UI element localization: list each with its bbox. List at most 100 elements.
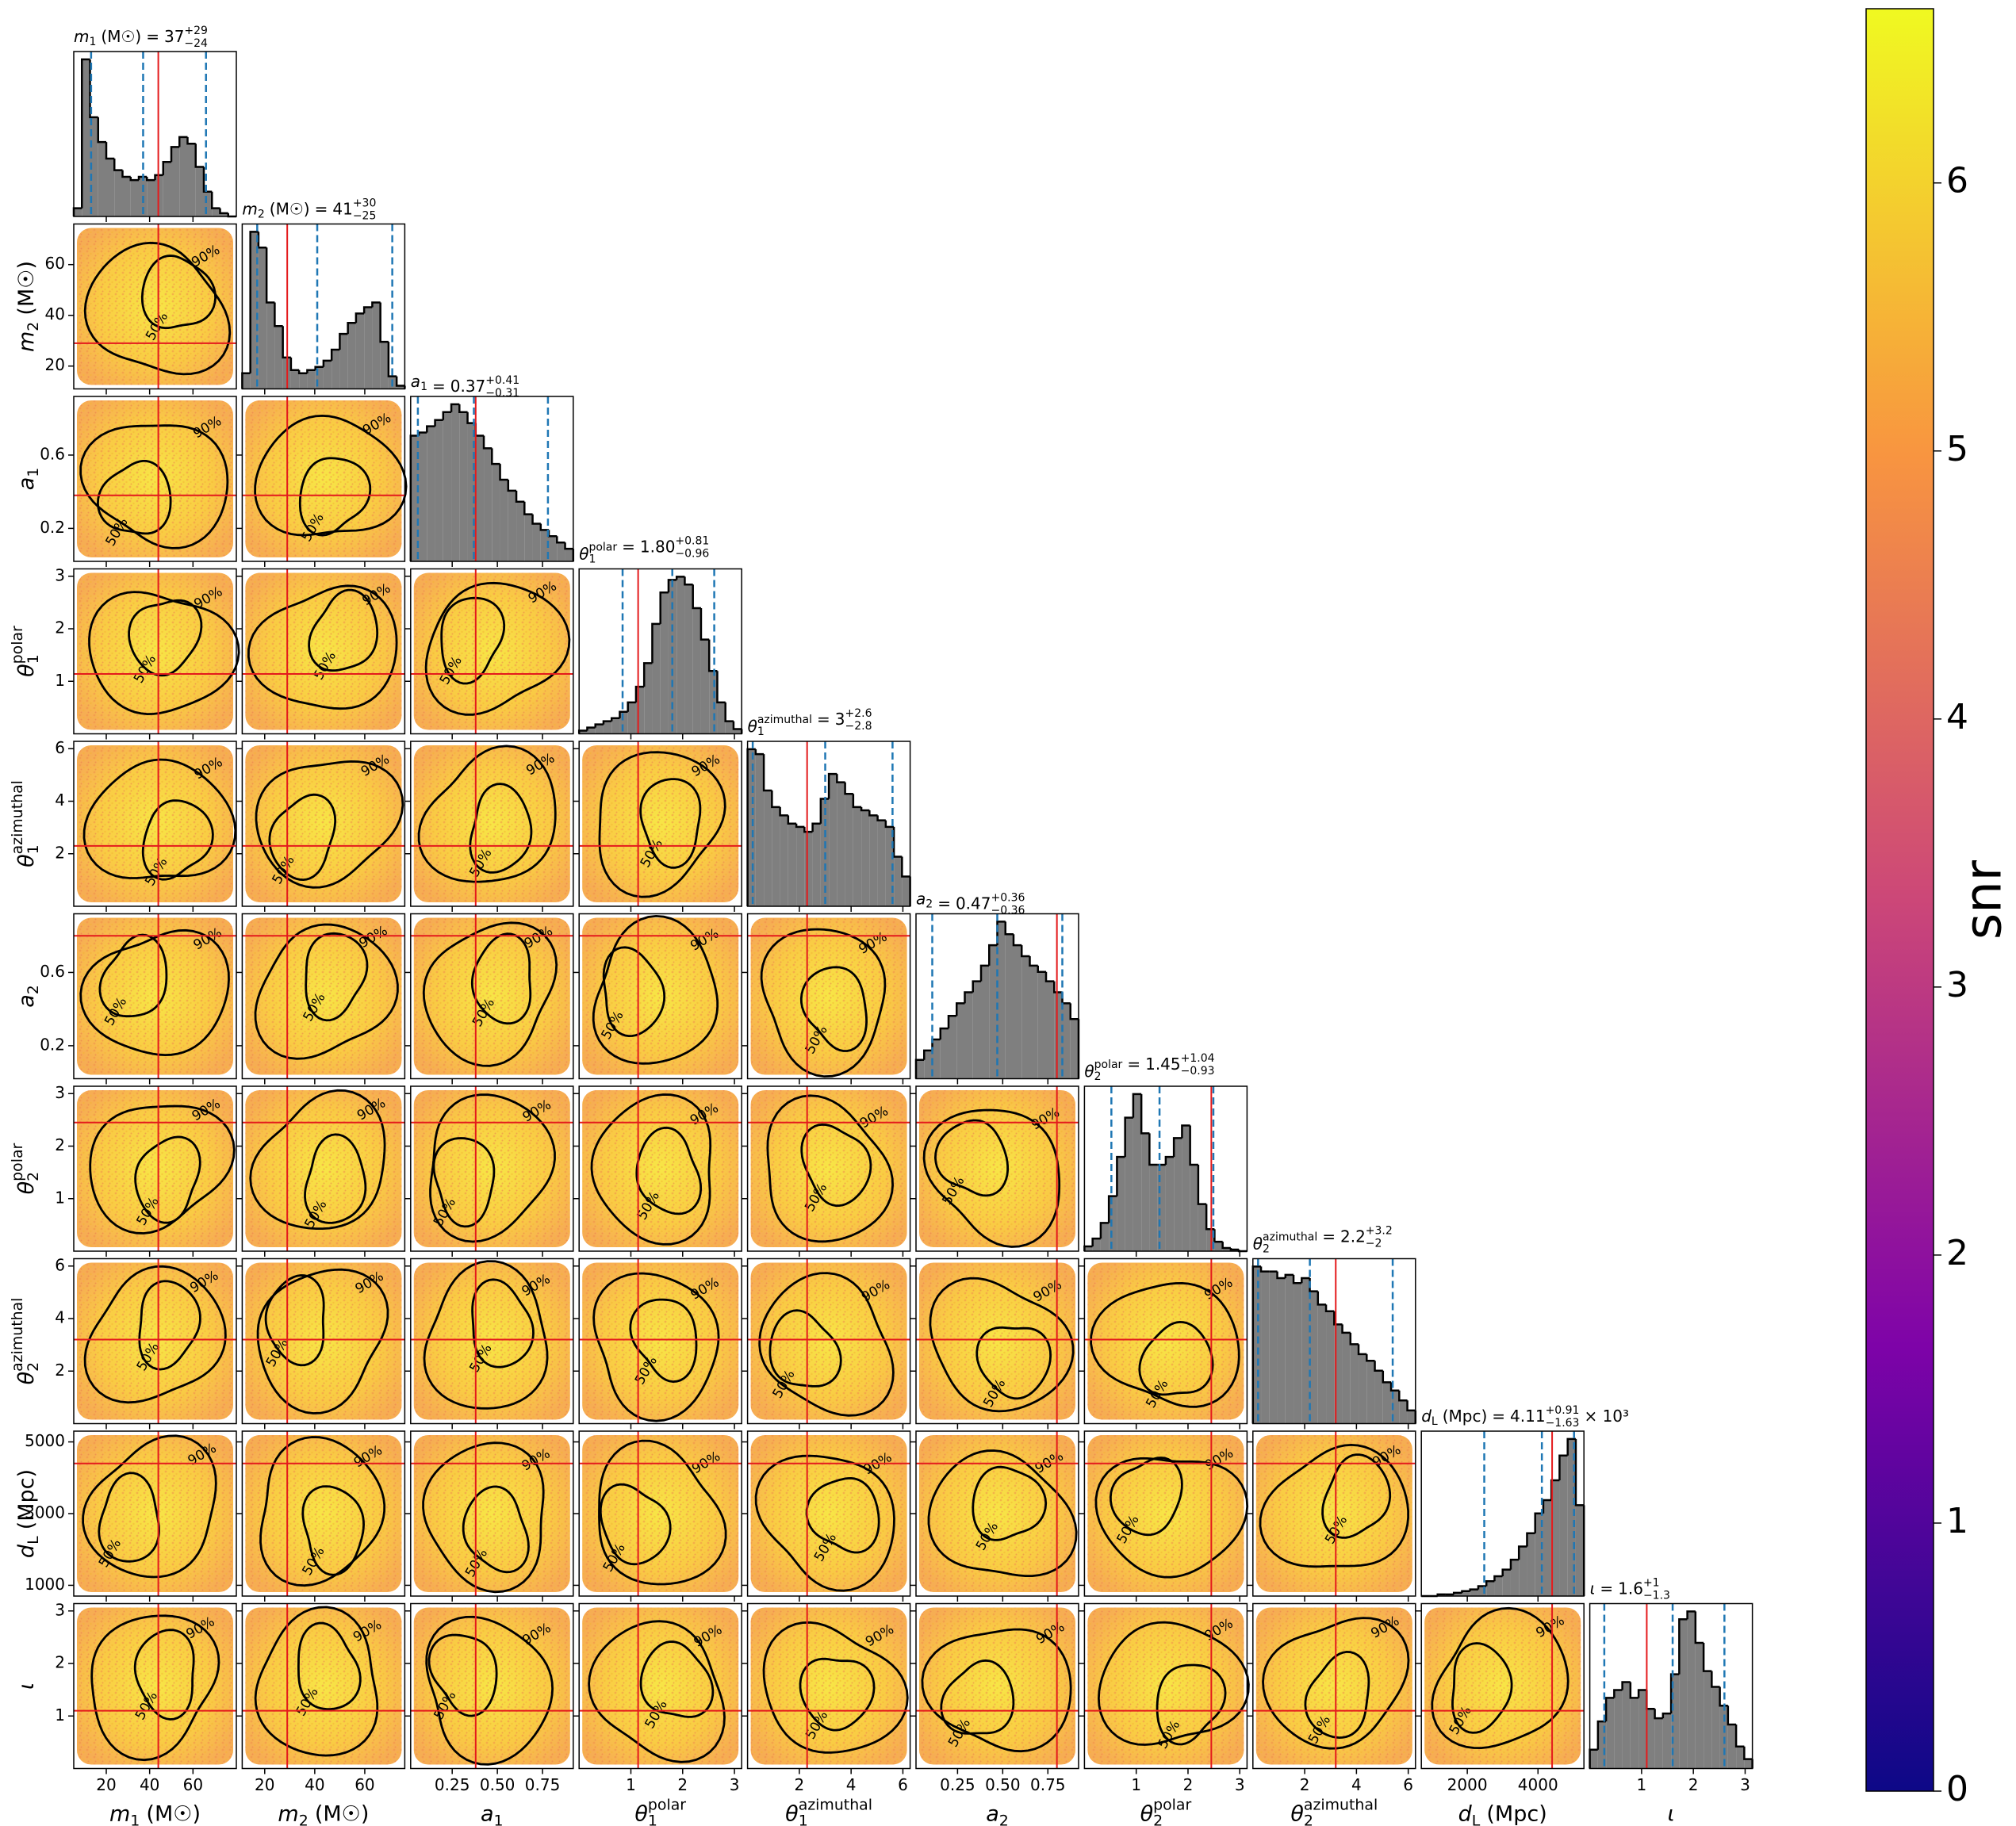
panel-frame <box>73 741 237 907</box>
hist-outline <box>289 357 300 371</box>
hist-outline <box>876 815 886 821</box>
hist-outline <box>939 1027 949 1039</box>
label-symbol: ι <box>1590 1579 1596 1598</box>
hist-outline <box>1349 1332 1359 1346</box>
x-tick-label: 20 <box>96 1775 116 1794</box>
panel-frame <box>73 1258 237 1425</box>
title-value: 2.2 <box>1340 1227 1366 1246</box>
hist-bar <box>885 826 895 906</box>
y-tick-label: 3 <box>55 565 65 584</box>
hist-bar <box>595 724 604 734</box>
hist-outline <box>1091 1237 1101 1247</box>
panel-frame <box>410 568 574 735</box>
hist-outline <box>1389 1382 1400 1392</box>
hist-bar <box>932 1039 941 1079</box>
scatter-texture <box>919 1607 1075 1765</box>
hist-bar <box>1399 1400 1408 1424</box>
hist-bar <box>1374 1370 1383 1424</box>
panel-frame <box>746 1258 911 1425</box>
y-tick-label: 2 <box>55 1135 65 1154</box>
x-tick-label: 6 <box>898 1775 908 1794</box>
hist-bar <box>427 426 435 561</box>
hist-outline <box>779 806 788 817</box>
hist-outline <box>836 774 845 783</box>
title-minus: −0.31 <box>485 387 519 400</box>
title-value: 37 <box>164 27 184 46</box>
hist-outline <box>634 685 645 702</box>
contour-50 <box>98 933 168 1018</box>
hist-bar <box>532 523 541 561</box>
hist-bar <box>1070 1019 1079 1079</box>
label-subscript: 1 <box>588 553 596 566</box>
label-unit: (Mpc) <box>1443 1407 1488 1426</box>
contour-90 <box>254 923 399 1060</box>
hist-outline <box>1621 1681 1631 1690</box>
hist-outline <box>1727 1705 1737 1726</box>
contour-50 <box>972 1465 1048 1541</box>
title-value: 3 <box>835 710 845 729</box>
hist-bar <box>212 208 220 216</box>
contour-50 <box>141 799 214 881</box>
contour-90 <box>422 921 558 1067</box>
x-axis-label: θ1azimuthal <box>785 1796 872 1826</box>
hist-bar <box>956 1003 965 1079</box>
colorbar-tick-label: 5 <box>1946 429 1968 469</box>
panel-frame <box>1420 1430 1585 1597</box>
label-symbol: a <box>14 477 39 491</box>
x-axis-label: θ1polar <box>634 1796 686 1826</box>
hist-outline <box>81 58 90 209</box>
x-tick-label: 0.50 <box>985 1775 1021 1794</box>
hist-outline <box>1012 934 1022 947</box>
contour-90 <box>922 1108 1061 1248</box>
hist-outline <box>1613 1689 1623 1698</box>
label-unit: (Mpc) <box>14 1469 39 1529</box>
title-separator: = <box>1322 1227 1336 1246</box>
hist-outline <box>1107 1195 1117 1223</box>
title-separator: = <box>1127 1055 1140 1074</box>
hist-outline <box>803 826 813 833</box>
hist-bar <box>484 448 493 561</box>
hist-outline <box>1398 1390 1408 1402</box>
hist-outline <box>1566 1437 1576 1456</box>
panel-frame <box>73 1602 237 1770</box>
hist-outline <box>1069 1003 1079 1020</box>
hist-bar <box>1567 1438 1576 1596</box>
hist-outline <box>884 820 895 829</box>
hist-outline <box>1148 1133 1158 1166</box>
hist-outline <box>1309 1278 1318 1292</box>
hist-outline <box>901 856 910 878</box>
panel-frame <box>410 396 574 562</box>
x-tick-label: 1 <box>1131 1775 1141 1794</box>
hist-bar <box>1261 1271 1270 1424</box>
x-axis-label: θ2polar <box>1140 1796 1192 1826</box>
contour-50 <box>297 1621 362 1710</box>
title-value: 1.6 <box>1618 1579 1643 1598</box>
panel-frame <box>73 568 237 735</box>
hist-bar <box>557 542 565 561</box>
panel-frame <box>915 1602 1079 1770</box>
hist-bar <box>1165 1157 1175 1251</box>
title-value: 4.11 <box>1510 1407 1546 1426</box>
hist-outline <box>1678 1618 1688 1675</box>
x-tick-label: 4 <box>1351 1775 1362 1794</box>
label-superscript: polar <box>8 1143 25 1181</box>
hist-outline <box>274 302 283 327</box>
hist-outline <box>787 815 797 825</box>
title-value: 0.47 <box>956 894 991 913</box>
title-minus: −1.63 <box>1546 1417 1580 1430</box>
hist-outline <box>395 376 405 387</box>
hist-bar <box>747 748 756 906</box>
hist-bar <box>1551 1480 1560 1596</box>
hist-bar <box>372 302 381 389</box>
contour-90 <box>256 1268 389 1414</box>
hist-bar <box>258 247 267 389</box>
hist-bar <box>1622 1682 1631 1769</box>
label-subscript: L <box>1432 1415 1438 1428</box>
contour-90 <box>598 1439 727 1586</box>
label-subscript: 2 <box>1153 1812 1163 1826</box>
x-tick-label: 60 <box>183 1775 203 1794</box>
label-symbol: a <box>916 889 926 908</box>
hist-bar <box>1277 1278 1286 1424</box>
label-subscript: 1 <box>494 1812 504 1826</box>
hist-outline <box>1654 1709 1663 1720</box>
